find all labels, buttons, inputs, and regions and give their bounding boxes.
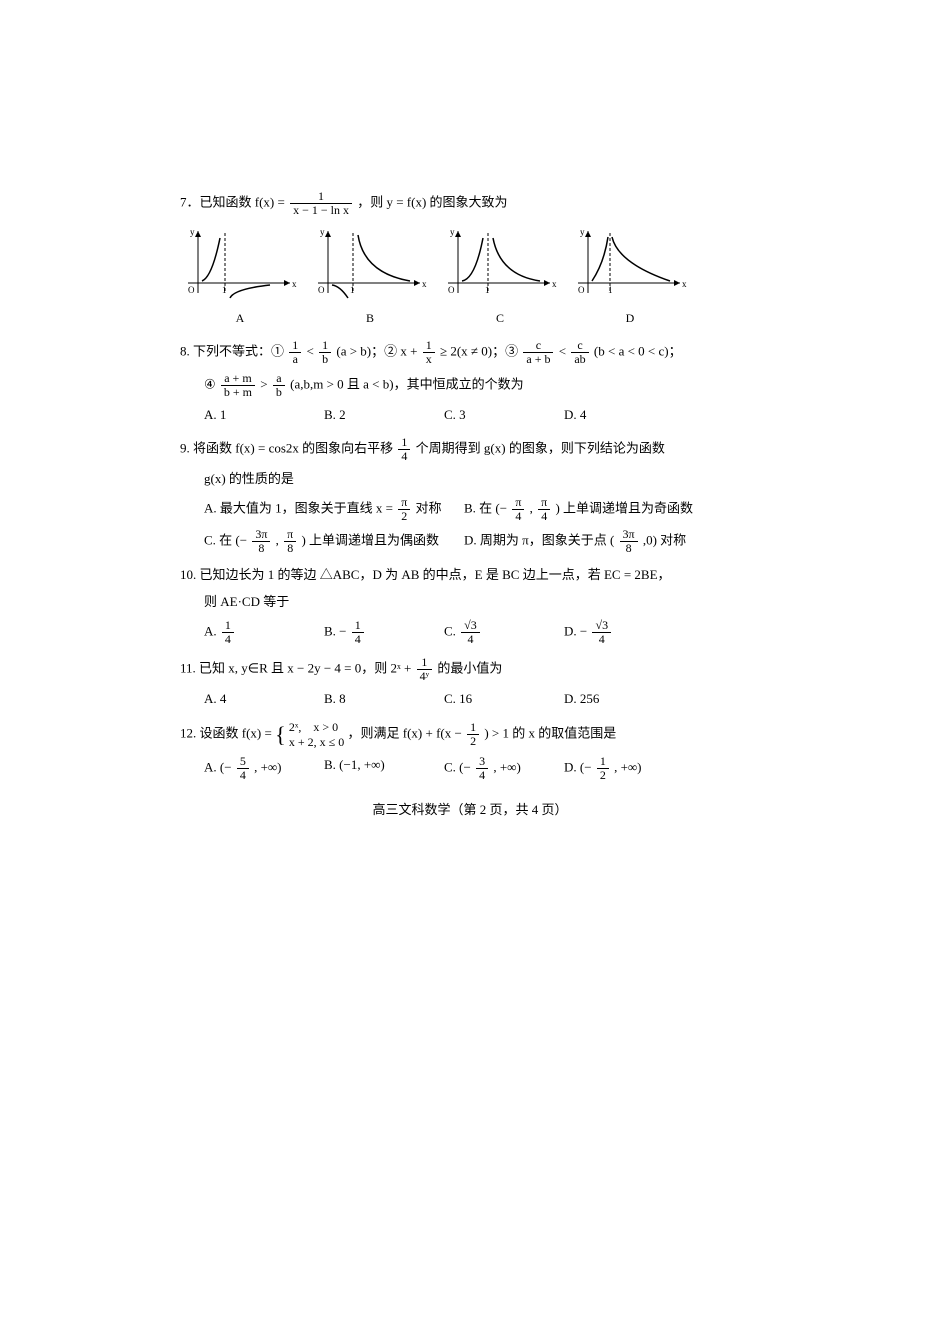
- q12-opt-c: C. (− 34 , +∞): [444, 755, 554, 782]
- q9-l1a: 9. 将函数 f(x) = cos2x 的图象向右平移: [180, 441, 396, 456]
- svg-text:O: O: [318, 285, 325, 295]
- q8-f7: ab: [273, 372, 285, 399]
- q8-opt-d: D. 4: [564, 405, 674, 426]
- q7-label-a: A: [180, 309, 300, 328]
- q12-cases: 2ˣ, x > 0 x + 2, x ≤ 0: [289, 720, 344, 749]
- q7-suffix: ，则 y = f(x) 的图象大致为: [357, 195, 507, 210]
- q12-line1: 12. 设函数 f(x) = { 2ˣ, x > 0 x + 2, x ≤ 0 …: [180, 720, 760, 749]
- q8-l1a: 8. 下列不等式：①: [180, 343, 287, 358]
- q8-f5: cab: [571, 339, 588, 366]
- question-12: 12. 设函数 f(x) = { 2ˣ, x > 0 x + 2, x ≤ 0 …: [180, 720, 760, 782]
- q8-f1: 1a: [289, 339, 301, 366]
- svg-text:O: O: [448, 285, 455, 295]
- page-footer: 高三文科数学（第 2 页，共 4 页）: [180, 800, 760, 821]
- q8-line2: ④ a + mb + m > ab (a,b,m > 0 且 a < b)，其中…: [180, 372, 760, 399]
- q8-opt-b: B. 2: [324, 405, 434, 426]
- q9-line2: g(x) 的性质的是: [180, 469, 760, 490]
- svg-text:x: x: [292, 279, 297, 289]
- q8-opt-c: C. 3: [444, 405, 554, 426]
- brace-left: {: [275, 724, 286, 746]
- q8-f4: ca + b: [523, 339, 553, 366]
- q8-f2: 1b: [319, 339, 331, 366]
- q9-opts-row1: A. 最大值为 1，图象关于直线 x = π2 对称 B. 在 (− π4 , …: [180, 496, 760, 523]
- q9-opt-a: A. 最大值为 1，图象关于直线 x = π2 对称: [204, 496, 454, 523]
- q9-pfrac: 14: [398, 436, 410, 463]
- q10-opt-c: C. √34: [444, 619, 554, 646]
- svg-text:1: 1: [485, 285, 490, 295]
- q10-opt-b: B. − 14: [324, 619, 434, 646]
- q10-opt-d: D. − √34: [564, 619, 674, 646]
- q7-frac-num: 1: [290, 190, 352, 204]
- q7-graph-b: O 1 x y: [310, 223, 430, 303]
- exam-page: 7．已知函数 f(x) = 1 x − 1 − ln x ，则 y = f(x)…: [180, 190, 760, 821]
- q10-options: A. 14 B. − 14 C. √34 D. − √34: [180, 619, 760, 646]
- q7-label-d: D: [570, 309, 690, 328]
- q8-cond3: (b < a < 0 < c)；: [594, 343, 682, 358]
- svg-text:x: x: [422, 279, 427, 289]
- svg-text:y: y: [190, 227, 195, 237]
- question-10: 10. 已知边长为 1 的等边 △ABC，D 为 AB 的中点，E 是 BC 边…: [180, 565, 760, 646]
- q11-line1: 11. 已知 x, y∈R 且 x − 2y − 4 = 0，则 2ˣ + 14…: [180, 656, 760, 683]
- q10-line2: 则 AE·CD 等于: [180, 592, 760, 613]
- q7-label-c: C: [440, 309, 560, 328]
- svg-text:x: x: [552, 279, 557, 289]
- q8-options: A. 1 B. 2 C. 3 D. 4: [180, 405, 760, 426]
- q9-opt-b: B. 在 (− π4 , π4 ) 上单调递增且为奇函数: [464, 496, 714, 523]
- svg-text:O: O: [578, 285, 585, 295]
- svg-text:1: 1: [350, 285, 355, 295]
- q7-frac-den: x − 1 − ln x: [290, 204, 352, 217]
- q11-opt-a: A. 4: [204, 689, 314, 710]
- q12-opt-d: D. (− 12 , +∞): [564, 755, 674, 782]
- q11-options: A. 4 B. 8 C. 16 D. 256: [180, 689, 760, 710]
- q8-ge2: ≥ 2(x ≠ 0)；③: [440, 343, 521, 358]
- question-8: 8. 下列不等式：① 1a < 1b (a > b)；② x + 1x ≥ 2(…: [180, 339, 760, 427]
- question-7: 7．已知函数 f(x) = 1 x − 1 − ln x ，则 y = f(x)…: [180, 190, 760, 329]
- q9-opt-c: C. 在 (− 3π8 , π8 ) 上单调递增且为偶函数: [204, 528, 454, 555]
- q8-lt1: <: [307, 343, 318, 358]
- q8-f3: 1x: [423, 339, 435, 366]
- q7-graph-c: O 1 x y: [440, 223, 560, 303]
- q8-opt-a: A. 1: [204, 405, 314, 426]
- svg-text:x: x: [682, 279, 687, 289]
- q12-opt-a: A. (− 54 , +∞): [204, 755, 314, 782]
- q8-cond1: (a > b)；② x +: [336, 343, 420, 358]
- q9-opt-d: D. 周期为 π，图象关于点 ( 3π8 ,0) 对称: [464, 528, 714, 555]
- q8-gt: >: [260, 377, 271, 392]
- q10-opt-a: A. 14: [204, 619, 314, 646]
- q7-graph-labels: A B C D: [180, 309, 760, 328]
- q11-opt-d: D. 256: [564, 689, 674, 710]
- q7-label-b: B: [310, 309, 430, 328]
- svg-text:y: y: [580, 227, 585, 237]
- question-11: 11. 已知 x, y∈R 且 x − 2y − 4 = 0，则 2ˣ + 14…: [180, 656, 760, 710]
- q8-line1: 8. 下列不等式：① 1a < 1b (a > b)；② x + 1x ≥ 2(…: [180, 339, 760, 366]
- q9-opts-row2: C. 在 (− 3π8 , π8 ) 上单调递增且为偶函数 D. 周期为 π，图…: [180, 528, 760, 555]
- q9-l1b: 个周期得到 g(x) 的图象，则下列结论为函数: [416, 441, 665, 456]
- question-9: 9. 将函数 f(x) = cos2x 的图象向右平移 14 个周期得到 g(x…: [180, 436, 760, 555]
- q8-cond4: (a,b,m > 0 且 a < b)，其中恒成立的个数为: [290, 377, 523, 392]
- q12-options: A. (− 54 , +∞) B. (−1, +∞) C. (− 34 , +∞…: [180, 755, 760, 782]
- q12-opt-b: B. (−1, +∞): [324, 755, 434, 782]
- q10-line1: 10. 已知边长为 1 的等边 △ABC，D 为 AB 的中点，E 是 BC 边…: [180, 565, 760, 586]
- svg-text:y: y: [320, 227, 325, 237]
- q7-graph-d: O 1 x y: [570, 223, 690, 303]
- q11-opt-c: C. 16: [444, 689, 554, 710]
- q7-fraction: 1 x − 1 − ln x: [290, 190, 352, 217]
- q9-line1: 9. 将函数 f(x) = cos2x 的图象向右平移 14 个周期得到 g(x…: [180, 436, 760, 463]
- q11-opt-b: B. 8: [324, 689, 434, 710]
- q8-lt2: <: [559, 343, 570, 358]
- svg-text:1: 1: [222, 285, 227, 295]
- q8-f6: a + mb + m: [221, 372, 255, 399]
- q7-text: 7．已知函数 f(x) = 1 x − 1 − ln x ，则 y = f(x)…: [180, 190, 760, 217]
- q7-graphs: O 1 x y O 1 x: [180, 223, 760, 303]
- q7-graph-a: O 1 x y: [180, 223, 300, 303]
- svg-text:y: y: [450, 227, 455, 237]
- q8-l2pre: ④: [204, 377, 219, 392]
- q7-prefix: 7．已知函数 f(x) =: [180, 195, 288, 210]
- svg-text:O: O: [188, 285, 195, 295]
